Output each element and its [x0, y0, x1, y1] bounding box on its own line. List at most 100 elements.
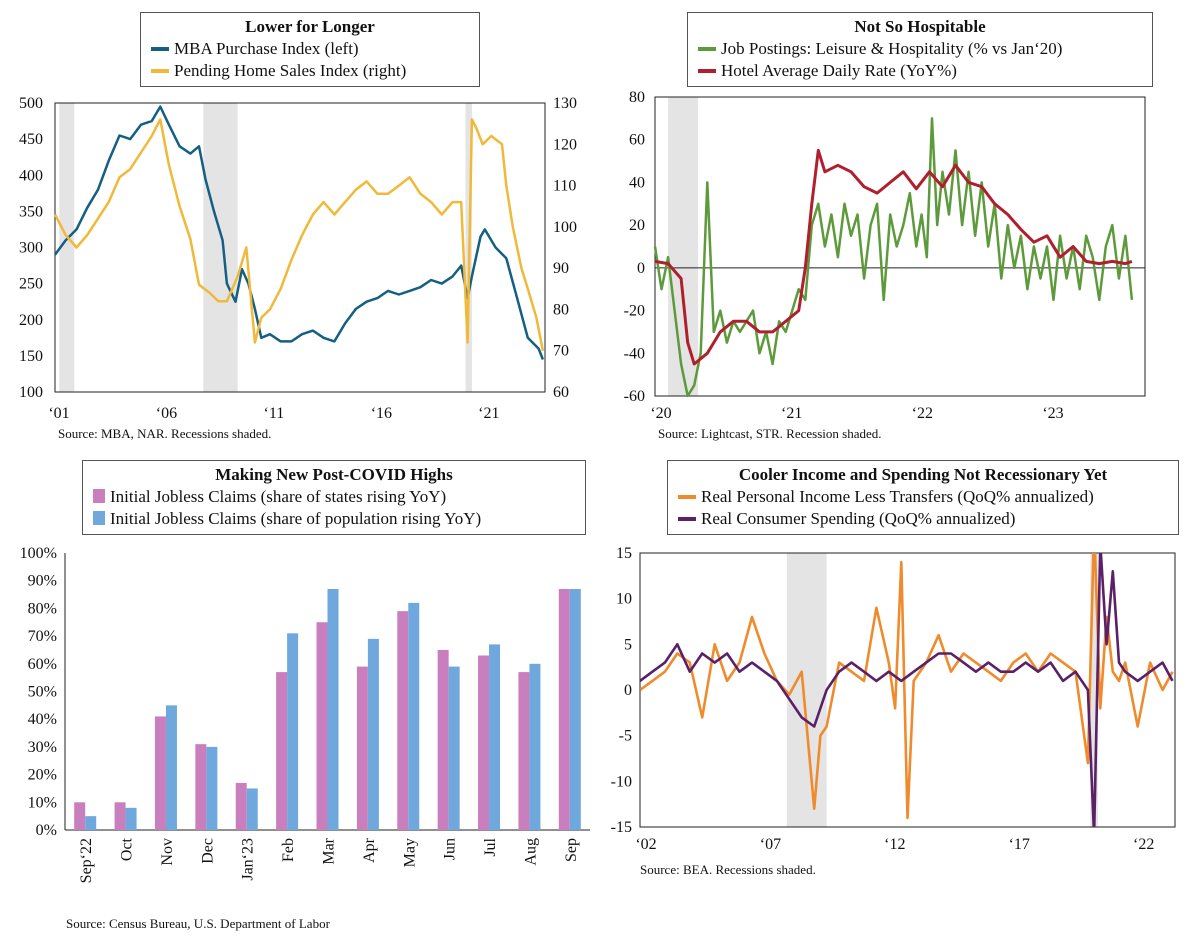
- y-tick-label: 90%: [28, 573, 57, 590]
- plot-frame: [54, 102, 546, 393]
- bar-states: [235, 782, 247, 830]
- bar-population: [569, 589, 581, 830]
- y-right-tick-label: 110: [553, 178, 576, 195]
- bar-population: [246, 788, 258, 830]
- legend-3: Making New Post-COVID Highs Initial Jobl…: [82, 460, 586, 535]
- y-left-tick-label: 450: [19, 131, 43, 148]
- recession-band: [786, 553, 827, 827]
- chart-post-covid-highs: 100% 90% 80% 70% 60% 50% 40% 30% 20% 10% 0% Sep‘22 O…: [0, 450, 600, 942]
- chart-1-svg: 500 450 400 350 300 250 200 150 100 130 120 110 100 9…: [19, 95, 577, 422]
- legend-label: Hotel Average Daily Rate (YoY%): [721, 61, 957, 80]
- series-job-postings-line: [653, 117, 1134, 398]
- x-tick-label: ‘02: [635, 836, 656, 853]
- x-tick-label: ‘23: [1042, 405, 1063, 422]
- x-tick-label: ‘07: [760, 836, 781, 853]
- recession-band: [59, 103, 75, 392]
- bar-states: [316, 622, 328, 830]
- series-spending-line: [640, 553, 1174, 827]
- bar-population: [327, 589, 339, 830]
- y-left-tick-label: 400: [19, 167, 43, 184]
- x-tick-label: ‘22: [1133, 836, 1154, 853]
- y-tick-label: 40: [629, 174, 645, 191]
- legend-label: MBA Purchase Index (left): [174, 39, 359, 58]
- y-right-tick-label: 70: [553, 343, 569, 360]
- bar-states: [195, 744, 207, 830]
- x-tick-label: ‘17: [1009, 836, 1030, 853]
- legend-label: Job Postings: Leisure & Hospitality (% v…: [721, 39, 1063, 58]
- x-tick-label: ‘21: [781, 405, 802, 422]
- chart-4-source: Source: BEA. Recessions shaded.: [640, 862, 816, 877]
- legend-label: Initial Jobless Claims (share of populat…: [110, 509, 482, 528]
- y-tick-label: 50%: [28, 684, 57, 701]
- x-tick-label: May: [401, 838, 418, 867]
- bar-population: [165, 705, 177, 830]
- bar-states: [154, 716, 166, 830]
- recession-band: [668, 97, 699, 396]
- y-tick-label: 80%: [28, 600, 57, 617]
- x-tick-label: Feb: [280, 838, 297, 862]
- x-tick-label: Mar: [321, 837, 338, 864]
- bar-population: [367, 638, 379, 830]
- x-tick-label: ‘16: [371, 405, 392, 422]
- y-tick-label: -5: [619, 728, 632, 745]
- legend-3-item-states: Initial Jobless Claims (share of states …: [93, 486, 575, 508]
- series-income-line: [640, 553, 1174, 820]
- x-tick-label: ‘11: [264, 405, 285, 422]
- x-tick-label: Apr: [361, 837, 378, 863]
- legend-1: Lower for Longer MBA Purchase Index (lef…: [140, 12, 480, 87]
- x-tick-label: ‘20: [650, 405, 671, 422]
- chart-2-svg: 80 60 40 20 0 -20 -40 -60 ‘20 ‘21 ‘22 ‘23: [624, 89, 1146, 422]
- legend-1-item-mba: MBA Purchase Index (left): [151, 38, 469, 60]
- x-tick-label: ‘21: [478, 405, 499, 422]
- x-tick-label: ‘12: [884, 836, 905, 853]
- legend-swatch: [93, 489, 105, 504]
- legend-label: Real Consumer Spending (QoQ% annualized): [701, 509, 1016, 528]
- legend-4-item-income: Real Personal Income Less Transfers (QoQ…: [678, 486, 1168, 508]
- legend-swatch: [151, 69, 169, 74]
- bar-states: [356, 666, 368, 830]
- recession-band: [203, 103, 238, 392]
- y-tick-label: -15: [611, 819, 632, 836]
- y-tick-label: 15: [616, 545, 632, 562]
- legend-swatch: [151, 47, 169, 52]
- bar-population: [206, 746, 218, 830]
- bar-population: [287, 633, 299, 830]
- bar-states: [397, 611, 409, 830]
- legend-2: Not So Hospitable Job Postings: Leisure …: [687, 12, 1153, 87]
- chart-lower-for-longer: 500 450 400 350 300 250 200 150 100 130 120 110 100 9…: [0, 0, 600, 450]
- series-hotel-rate-line: [654, 148, 1133, 366]
- legend-swatch: [698, 69, 716, 74]
- chart-3-source: Source: Census Bureau, U.S. Department o…: [66, 916, 330, 931]
- y-right-tick-label: 130: [553, 95, 577, 112]
- y-left-tick-label: 300: [19, 240, 43, 257]
- chart-1-title: Lower for Longer: [245, 17, 375, 36]
- y-tick-label: -40: [624, 345, 645, 362]
- y-tick-label: 10%: [28, 794, 57, 811]
- chart-not-so-hospitable: 80 60 40 20 0 -20 -40 -60 ‘20 ‘21 ‘22 ‘23 Not So Ho…: [600, 0, 1200, 450]
- y-tick-label: 100%: [20, 545, 57, 562]
- series-pending-home-sales-line: [53, 118, 545, 351]
- y-tick-label: 80: [629, 89, 645, 106]
- y-right-tick-label: 90: [553, 260, 569, 277]
- legend-2-item-jobs: Job Postings: Leisure & Hospitality (% v…: [698, 38, 1142, 60]
- legend-swatch: [698, 47, 716, 52]
- legend-4-item-spending: Real Consumer Spending (QoQ% annualized): [678, 508, 1168, 530]
- y-tick-label: 0: [637, 260, 645, 277]
- x-tick-label: Nov: [159, 838, 176, 866]
- x-tick-label: Sep‘22: [78, 838, 95, 883]
- bar-population: [85, 816, 97, 830]
- y-tick-label: 70%: [28, 628, 57, 645]
- legend-swatch: [678, 495, 696, 500]
- bar-states: [114, 802, 126, 830]
- y-tick-label: 20: [629, 217, 645, 234]
- y-left-tick-label: 350: [19, 203, 43, 220]
- y-tick-label: 0: [624, 682, 632, 699]
- legend-3-item-population: Initial Jobless Claims (share of populat…: [93, 508, 575, 530]
- bar-population: [489, 644, 501, 830]
- x-tick-label: ‘22: [912, 405, 933, 422]
- bar-population: [529, 663, 541, 830]
- chart-4-title: Cooler Income and Spending Not Recession…: [738, 465, 1108, 484]
- y-tick-label: -60: [624, 388, 645, 405]
- bar-states: [437, 649, 449, 830]
- x-tick-label: Sep: [563, 838, 580, 862]
